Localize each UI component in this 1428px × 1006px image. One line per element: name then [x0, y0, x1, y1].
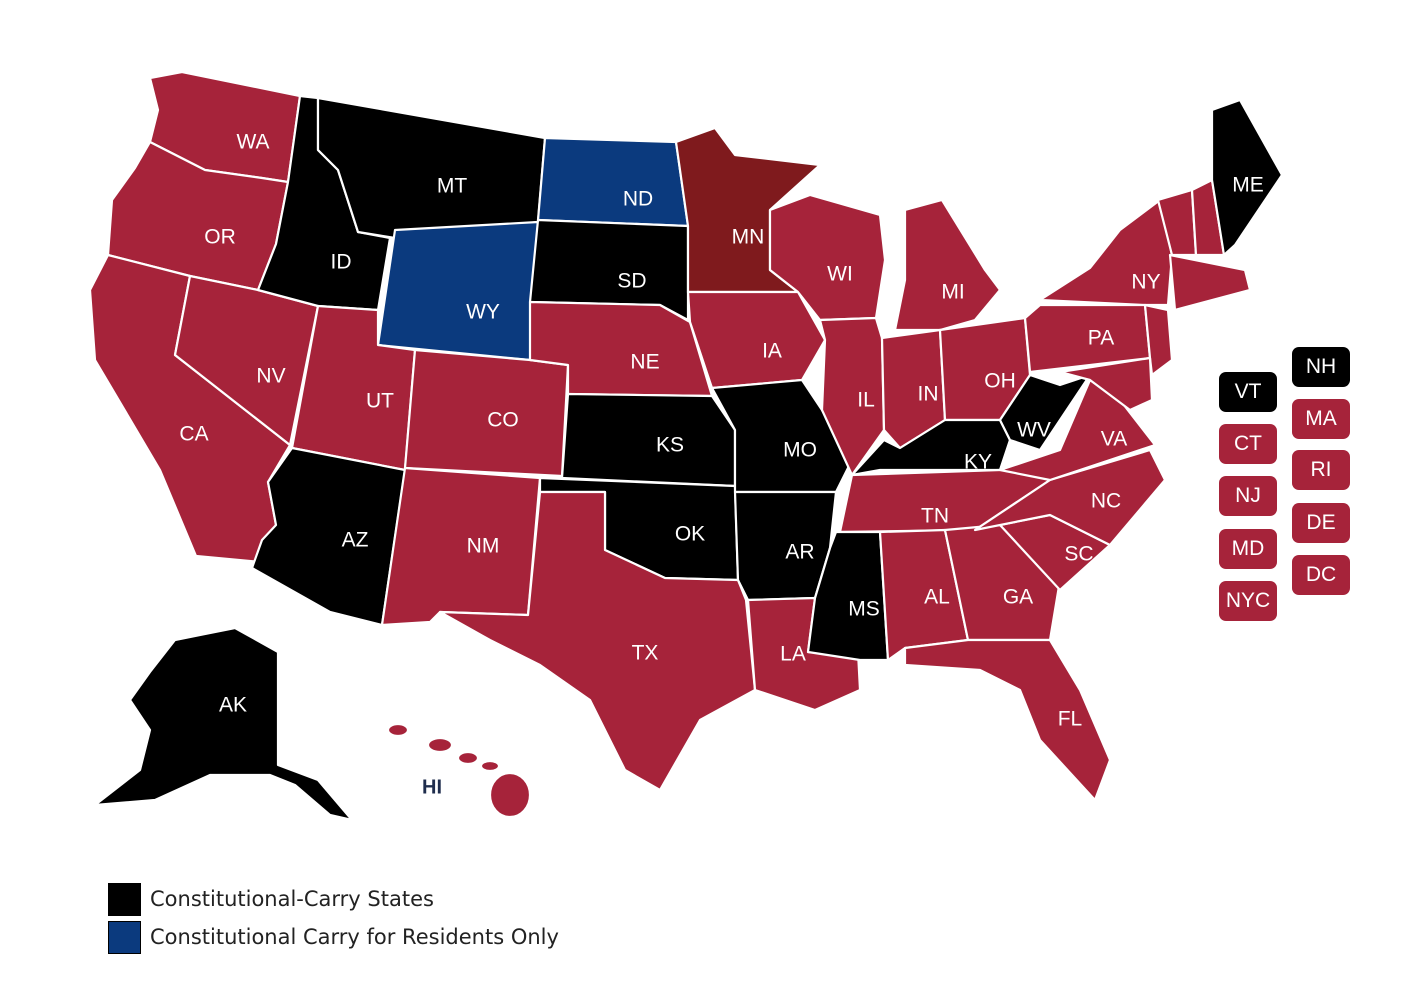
state-label-mt: MT [437, 175, 467, 198]
state-il[interactable] [818, 316, 886, 477]
state-label-tx: TX [632, 642, 659, 665]
state-label-ia: IA [762, 340, 782, 363]
small-state-chip-ct[interactable]: CT [1219, 424, 1277, 464]
state-label-wi: WI [827, 263, 853, 286]
state-label-ny: NY [1131, 271, 1160, 294]
legend: Constitutional-Carry States Constitution… [108, 880, 559, 956]
state-label-pa: PA [1088, 327, 1114, 350]
state-ak[interactable] [93, 626, 354, 822]
small-state-chip-ri[interactable]: RI [1292, 450, 1350, 490]
state-label-ga: GA [1003, 586, 1033, 609]
state-label-ks: KS [656, 434, 684, 457]
state-label-or: OR [204, 226, 236, 249]
legend-swatch-constitutional-carry [108, 882, 141, 916]
state-label-ca: CA [179, 423, 208, 446]
small-state-chip-nh[interactable]: NH [1292, 347, 1350, 387]
state-mi[interactable] [893, 198, 1002, 332]
small-state-chip-de[interactable]: DE [1292, 503, 1350, 543]
legend-label-constitutional-carry: Constitutional-Carry States [150, 887, 434, 911]
state-label-ky: KY [964, 451, 992, 474]
state-label-co: CO [487, 409, 519, 432]
state-tx[interactable] [438, 490, 757, 792]
state-co[interactable] [403, 348, 570, 478]
state-label-hi: HI [422, 776, 442, 798]
state-label-mo: MO [783, 439, 817, 462]
state-label-wv: WV [1017, 419, 1051, 442]
legend-label-residents-only: Constitutional Carry for Residents Only [150, 925, 559, 949]
state-mt[interactable] [316, 96, 547, 240]
state-label-il: IL [857, 389, 875, 412]
small-state-chip-ma[interactable]: MA [1292, 399, 1350, 439]
small-state-chip-nyc[interactable]: NYC [1219, 581, 1277, 621]
state-label-al: AL [924, 586, 950, 609]
state-fl[interactable] [903, 638, 1112, 802]
state-nv[interactable] [173, 274, 320, 447]
state-az[interactable] [250, 446, 407, 627]
state-label-mi: MI [941, 281, 964, 304]
state-label-ok: OK [675, 523, 705, 546]
state-label-oh: OH [984, 370, 1016, 393]
state-hi[interactable] [386, 722, 532, 819]
state-label-mn: MN [732, 226, 765, 249]
state-label-ms: MS [848, 598, 880, 621]
state-me[interactable] [1210, 98, 1284, 257]
state-label-az: AZ [342, 529, 369, 552]
state-ks[interactable] [560, 392, 737, 488]
state-mo[interactable] [710, 378, 854, 494]
legend-row-constitutional-carry: Constitutional-Carry States [108, 880, 559, 918]
state-nm[interactable] [380, 466, 542, 627]
state-ia[interactable] [686, 290, 827, 390]
state-label-id: ID [331, 251, 352, 274]
legend-swatch-residents-only [108, 920, 141, 954]
state-label-tn: TN [921, 505, 949, 528]
state-label-sd: SD [617, 270, 646, 293]
state-label-wy: WY [466, 301, 500, 324]
legend-row-residents-only: Constitutional Carry for Residents Only [108, 918, 559, 956]
state-label-wa: WA [236, 131, 269, 154]
state-wv[interactable] [998, 373, 1092, 452]
state-nj[interactable] [1143, 303, 1174, 377]
state-label-ak: AK [219, 694, 247, 717]
state-ne-small [1168, 253, 1252, 312]
state-nd[interactable] [536, 136, 690, 228]
state-label-va: VA [1101, 428, 1127, 451]
state-label-nc: NC [1091, 490, 1121, 513]
state-label-fl: FL [1058, 708, 1083, 731]
state-label-ut: UT [366, 390, 394, 413]
small-state-chip-vt[interactable]: VT [1219, 372, 1277, 412]
state-label-la: LA [780, 643, 806, 666]
state-label-in: IN [918, 383, 939, 406]
state-wy[interactable] [376, 220, 540, 362]
state-label-nv: NV [256, 365, 285, 388]
state-label-ar: AR [785, 541, 814, 564]
state-label-nm: NM [467, 535, 500, 558]
small-state-chip-dc[interactable]: DC [1292, 555, 1350, 595]
state-label-ne: NE [630, 351, 659, 374]
small-state-chip-nj[interactable]: NJ [1219, 476, 1277, 516]
state-label-nd: ND [623, 188, 653, 211]
small-state-chip-md[interactable]: MD [1219, 529, 1277, 569]
state-label-sc: SC [1064, 543, 1093, 566]
state-label-me: ME [1232, 174, 1264, 197]
state-md[interactable] [1058, 356, 1154, 412]
